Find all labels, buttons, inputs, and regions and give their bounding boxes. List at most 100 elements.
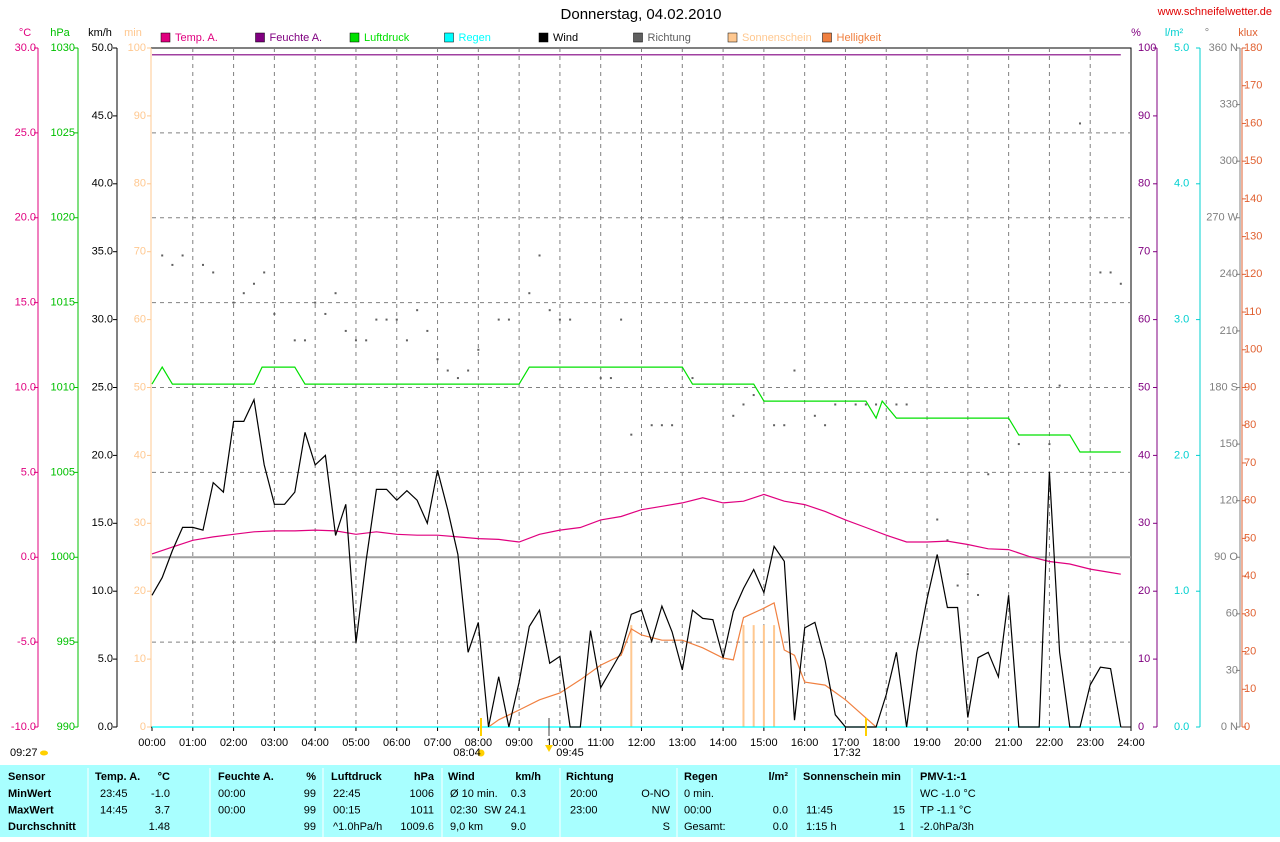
y-tick-label: 30 <box>1138 517 1150 529</box>
x-tick-label: 21:00 <box>995 737 1023 749</box>
direction-dot <box>456 377 459 380</box>
table-header: km/h <box>515 771 541 783</box>
table-cell: 23:45 <box>100 788 128 800</box>
series-line <box>151 365 1121 453</box>
table-cell: 0.0 <box>773 821 788 833</box>
direction-dot <box>905 403 908 406</box>
direction-dot <box>334 292 337 295</box>
y-tick-label: 0 <box>1244 721 1250 733</box>
x-tick-label: 07:00 <box>424 737 452 749</box>
direction-dot <box>599 377 602 380</box>
y-tick-label: 360 N <box>1209 42 1238 54</box>
direction-dot <box>671 424 674 427</box>
x-tick-label: 04:00 <box>301 737 329 749</box>
series-line <box>488 602 887 728</box>
y-tick-label: 10 <box>1244 683 1256 695</box>
y-tick-label: 30 <box>1244 608 1256 620</box>
y-tick-label: 0 <box>1138 721 1144 733</box>
direction-dot <box>864 403 867 406</box>
direction-dot <box>161 254 164 257</box>
y-tick-label: -5.0 <box>17 636 36 648</box>
direction-dot <box>813 414 816 417</box>
y-tick-label: 45.0 <box>92 110 113 122</box>
y-tick-label: 90 <box>1138 110 1150 122</box>
direction-dot <box>875 403 878 406</box>
table-header: Wind <box>448 771 475 783</box>
y-tick-label: 120 <box>1220 495 1238 507</box>
moon-icon <box>40 750 48 756</box>
y-tick-label: 50 <box>1138 381 1150 393</box>
y-tick-label: 30 <box>134 517 146 529</box>
legend-label: Temp. A. <box>175 32 218 44</box>
series-line <box>151 493 1121 575</box>
chart-title: Donnerstag, 04.02.2010 <box>561 6 722 23</box>
direction-dot <box>1119 282 1122 285</box>
annotation: 17:32 <box>833 747 861 759</box>
x-tick-label: 22:00 <box>1036 737 1064 749</box>
legend-swatch <box>444 32 454 43</box>
direction-dot <box>691 377 694 380</box>
legend-label: Sonnenschein <box>742 32 812 44</box>
axis-unit: °C <box>19 27 31 39</box>
x-tick-label: 03:00 <box>261 737 289 749</box>
direction-dot <box>467 369 470 372</box>
direction-dot <box>507 318 510 321</box>
table-header: Feuchte A. <box>218 771 274 783</box>
direction-dot <box>365 339 368 342</box>
table-cell: Gesamt: <box>684 821 726 833</box>
direction-dot <box>528 292 531 295</box>
row-label: Durchschnitt <box>8 821 76 833</box>
y-tick-label: 80 <box>134 178 146 190</box>
x-tick-label: 09:00 <box>505 737 533 749</box>
x-tick-label: 20:00 <box>954 737 982 749</box>
direction-dot <box>742 403 745 406</box>
sunrise-icon <box>477 749 485 757</box>
y-tick-label: 25.0 <box>92 381 113 393</box>
y-tick-label: 0.0 <box>21 551 36 563</box>
y-tick-label: 1.0 <box>1174 585 1189 597</box>
y-tick-label: 30 <box>1226 664 1238 676</box>
y-tick-label: 5.0 <box>98 653 113 665</box>
axis-unit: hPa <box>50 27 70 39</box>
legend-swatch <box>633 32 643 43</box>
table-header: PMV-1:-1 <box>920 771 966 783</box>
y-tick-label: 20.0 <box>15 212 36 224</box>
y-tick-label: 20 <box>1138 585 1150 597</box>
y-tick-label: 30.0 <box>15 42 36 54</box>
x-tick-label: 08:00 <box>465 737 493 749</box>
direction-dot <box>303 339 306 342</box>
direction-dot <box>477 348 480 351</box>
table-cell: -2.0hPa/3h <box>920 821 974 833</box>
direction-dot <box>824 424 827 427</box>
direction-dot <box>181 254 184 257</box>
table-cell: 9.0 <box>511 821 526 833</box>
x-tick-label: 06:00 <box>383 737 411 749</box>
x-tick-label: 18:00 <box>872 737 900 749</box>
direction-dot <box>773 424 776 427</box>
table-cell: 02:30 <box>450 804 478 816</box>
y-tick-label: 25.0 <box>15 127 36 139</box>
y-tick-label: 10 <box>1138 653 1150 665</box>
y-tick-label: 0.0 <box>1174 721 1189 733</box>
table-cell: 1:15 h <box>806 821 837 833</box>
y-tick-label: 210 <box>1220 325 1238 337</box>
table-cell: 1 <box>899 821 905 833</box>
direction-dot <box>252 282 255 285</box>
y-tick-label: 70 <box>134 246 146 258</box>
table-cell: 1006 <box>410 788 434 800</box>
x-tick-label: 11:00 <box>587 737 614 749</box>
direction-dot <box>987 473 990 476</box>
x-tick-label: 24:00 <box>1117 737 1145 749</box>
direction-dot <box>783 424 786 427</box>
direction-dot <box>854 403 857 406</box>
y-tick-label: 35.0 <box>92 246 113 258</box>
y-tick-label: 0.0 <box>98 721 113 733</box>
y-tick-label: 4.0 <box>1174 178 1189 190</box>
y-tick-label: 30.0 <box>92 314 113 326</box>
y-tick-label: -10.0 <box>11 721 36 733</box>
table-cell: 1.48 <box>149 821 170 833</box>
y-tick-label: 3.0 <box>1174 314 1189 326</box>
moon-arrow <box>545 745 553 752</box>
y-tick-label: 110 <box>1244 306 1262 318</box>
table-cell: S <box>663 821 670 833</box>
